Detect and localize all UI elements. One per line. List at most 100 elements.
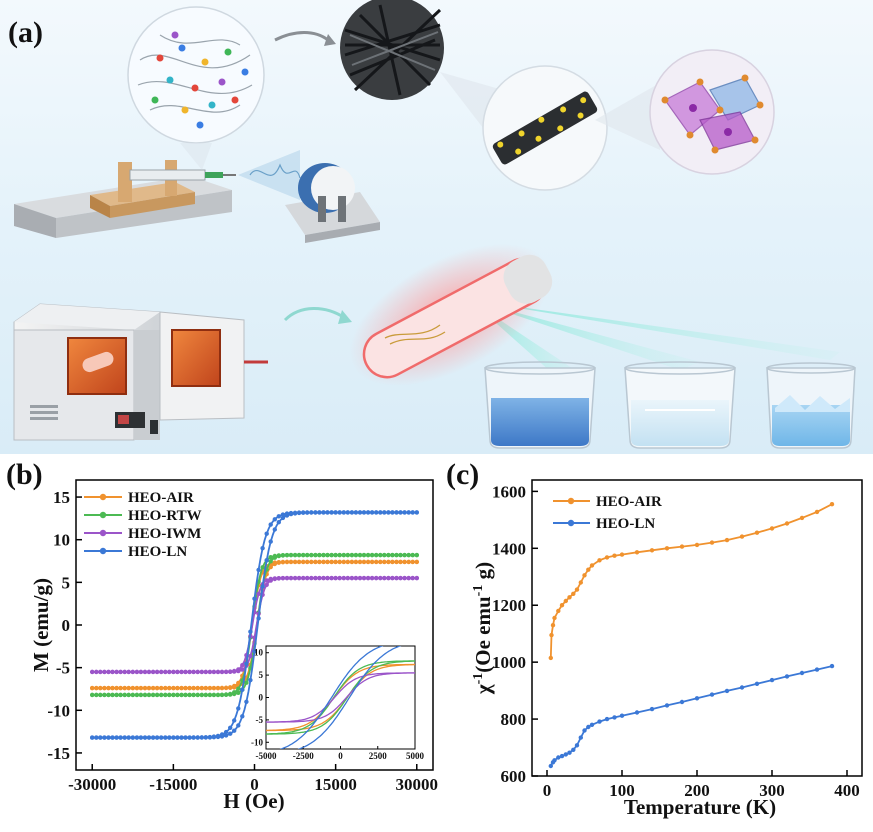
b-series-point	[288, 575, 294, 581]
c-xtick-label: 200	[684, 781, 710, 800]
b-series-point	[122, 685, 127, 691]
b-series-point	[305, 552, 310, 558]
b-series-point	[414, 559, 419, 565]
b-series-point	[296, 559, 302, 565]
c-legend-marker	[567, 497, 575, 505]
b-series-point	[394, 559, 399, 565]
b-series-point	[361, 510, 367, 515]
b-series-point	[398, 575, 403, 581]
b-series-point	[272, 560, 277, 565]
b-series-point	[313, 510, 318, 515]
b-series-point	[382, 552, 387, 558]
b-series-point	[341, 552, 346, 558]
b-series-point	[228, 731, 233, 736]
quartz-tube-icon	[349, 244, 553, 386]
b-series-point	[215, 669, 221, 675]
b-series-point	[167, 735, 172, 740]
b-series-point	[215, 692, 221, 698]
furnace-icon	[13, 303, 268, 441]
b-series-point	[207, 734, 213, 740]
b-series-point	[187, 669, 192, 675]
b-series-point	[240, 663, 245, 668]
inset-series-line	[266, 660, 415, 735]
c-series-point	[559, 753, 565, 759]
b-series-point	[228, 685, 233, 690]
b-series-point	[163, 735, 168, 740]
b-series-point	[163, 669, 168, 675]
b-series-point	[317, 559, 322, 565]
b-series-point	[211, 692, 217, 698]
c-series-point	[754, 681, 760, 686]
b-series-point	[223, 729, 229, 735]
b-series-point	[122, 669, 127, 675]
b-series-point	[154, 669, 160, 675]
b-series-point	[98, 685, 103, 691]
single-fiber-circle	[440, 65, 608, 191]
b-series-point	[280, 575, 286, 581]
inset-ytick-label: 0	[259, 693, 264, 703]
b-series-point	[394, 552, 399, 558]
b-series-point	[341, 575, 346, 581]
b-series-point	[142, 692, 148, 698]
b-series-point	[199, 692, 204, 698]
b-series-point	[142, 685, 148, 691]
c-series-point	[559, 603, 565, 608]
b-series-point	[175, 669, 180, 675]
b-series-point	[195, 685, 200, 691]
b-series-point	[130, 669, 135, 675]
inset-xtick-label: 2500	[369, 751, 388, 761]
b-series-point	[183, 669, 188, 675]
b-series-point	[195, 735, 200, 740]
b-series-point	[301, 559, 306, 565]
panel-b-curves	[90, 510, 419, 740]
b-series-point	[353, 575, 359, 581]
b-series-point	[365, 510, 371, 515]
b-ytick-label: 10	[53, 531, 70, 550]
panel-b-xlabel: H (Oe)	[223, 789, 284, 813]
b-series-point	[110, 692, 115, 698]
c-series-point	[578, 580, 583, 585]
c-series-point	[634, 550, 640, 555]
b-series-point	[130, 735, 135, 740]
c-series-point	[556, 755, 561, 760]
b-series-point	[195, 669, 200, 675]
b-series-point	[187, 692, 192, 698]
arrow-icon	[283, 307, 346, 322]
b-series-point	[98, 692, 103, 698]
b-series-point	[126, 735, 131, 740]
b-series-point	[248, 653, 253, 659]
c-series-point	[814, 509, 820, 515]
b-series-point	[179, 669, 184, 675]
b-series-point	[126, 685, 131, 691]
panel-b-label: (b)	[6, 458, 43, 491]
c-series-point	[549, 632, 554, 638]
b-series-point	[199, 669, 204, 675]
b-series-point	[106, 692, 111, 698]
c-series-point	[754, 530, 760, 535]
b-series-point	[406, 510, 411, 515]
c-series-point	[597, 719, 602, 724]
b-series-point	[179, 685, 184, 691]
c-series-point	[604, 716, 610, 722]
b-series-point	[402, 575, 407, 581]
b-series-point	[102, 685, 107, 691]
b-series-point	[272, 553, 277, 559]
b-series-point	[159, 669, 164, 675]
b-series-point	[236, 706, 241, 711]
b-series-point	[369, 510, 375, 515]
b-series-point	[313, 575, 318, 581]
b-series-point	[118, 735, 123, 740]
c-series-point	[649, 706, 655, 712]
b-series-point	[98, 669, 103, 675]
b-series-point	[203, 669, 208, 675]
c-series-point	[709, 540, 715, 545]
c-series-point	[724, 537, 730, 543]
b-series-point	[211, 734, 217, 739]
c-series-point	[724, 688, 730, 694]
b-series-point	[223, 685, 229, 690]
b-series-point	[106, 735, 111, 740]
b-series-point	[369, 559, 375, 565]
b-series-point	[333, 559, 338, 565]
b-legend-marker	[99, 547, 107, 555]
b-series-point	[150, 692, 156, 698]
